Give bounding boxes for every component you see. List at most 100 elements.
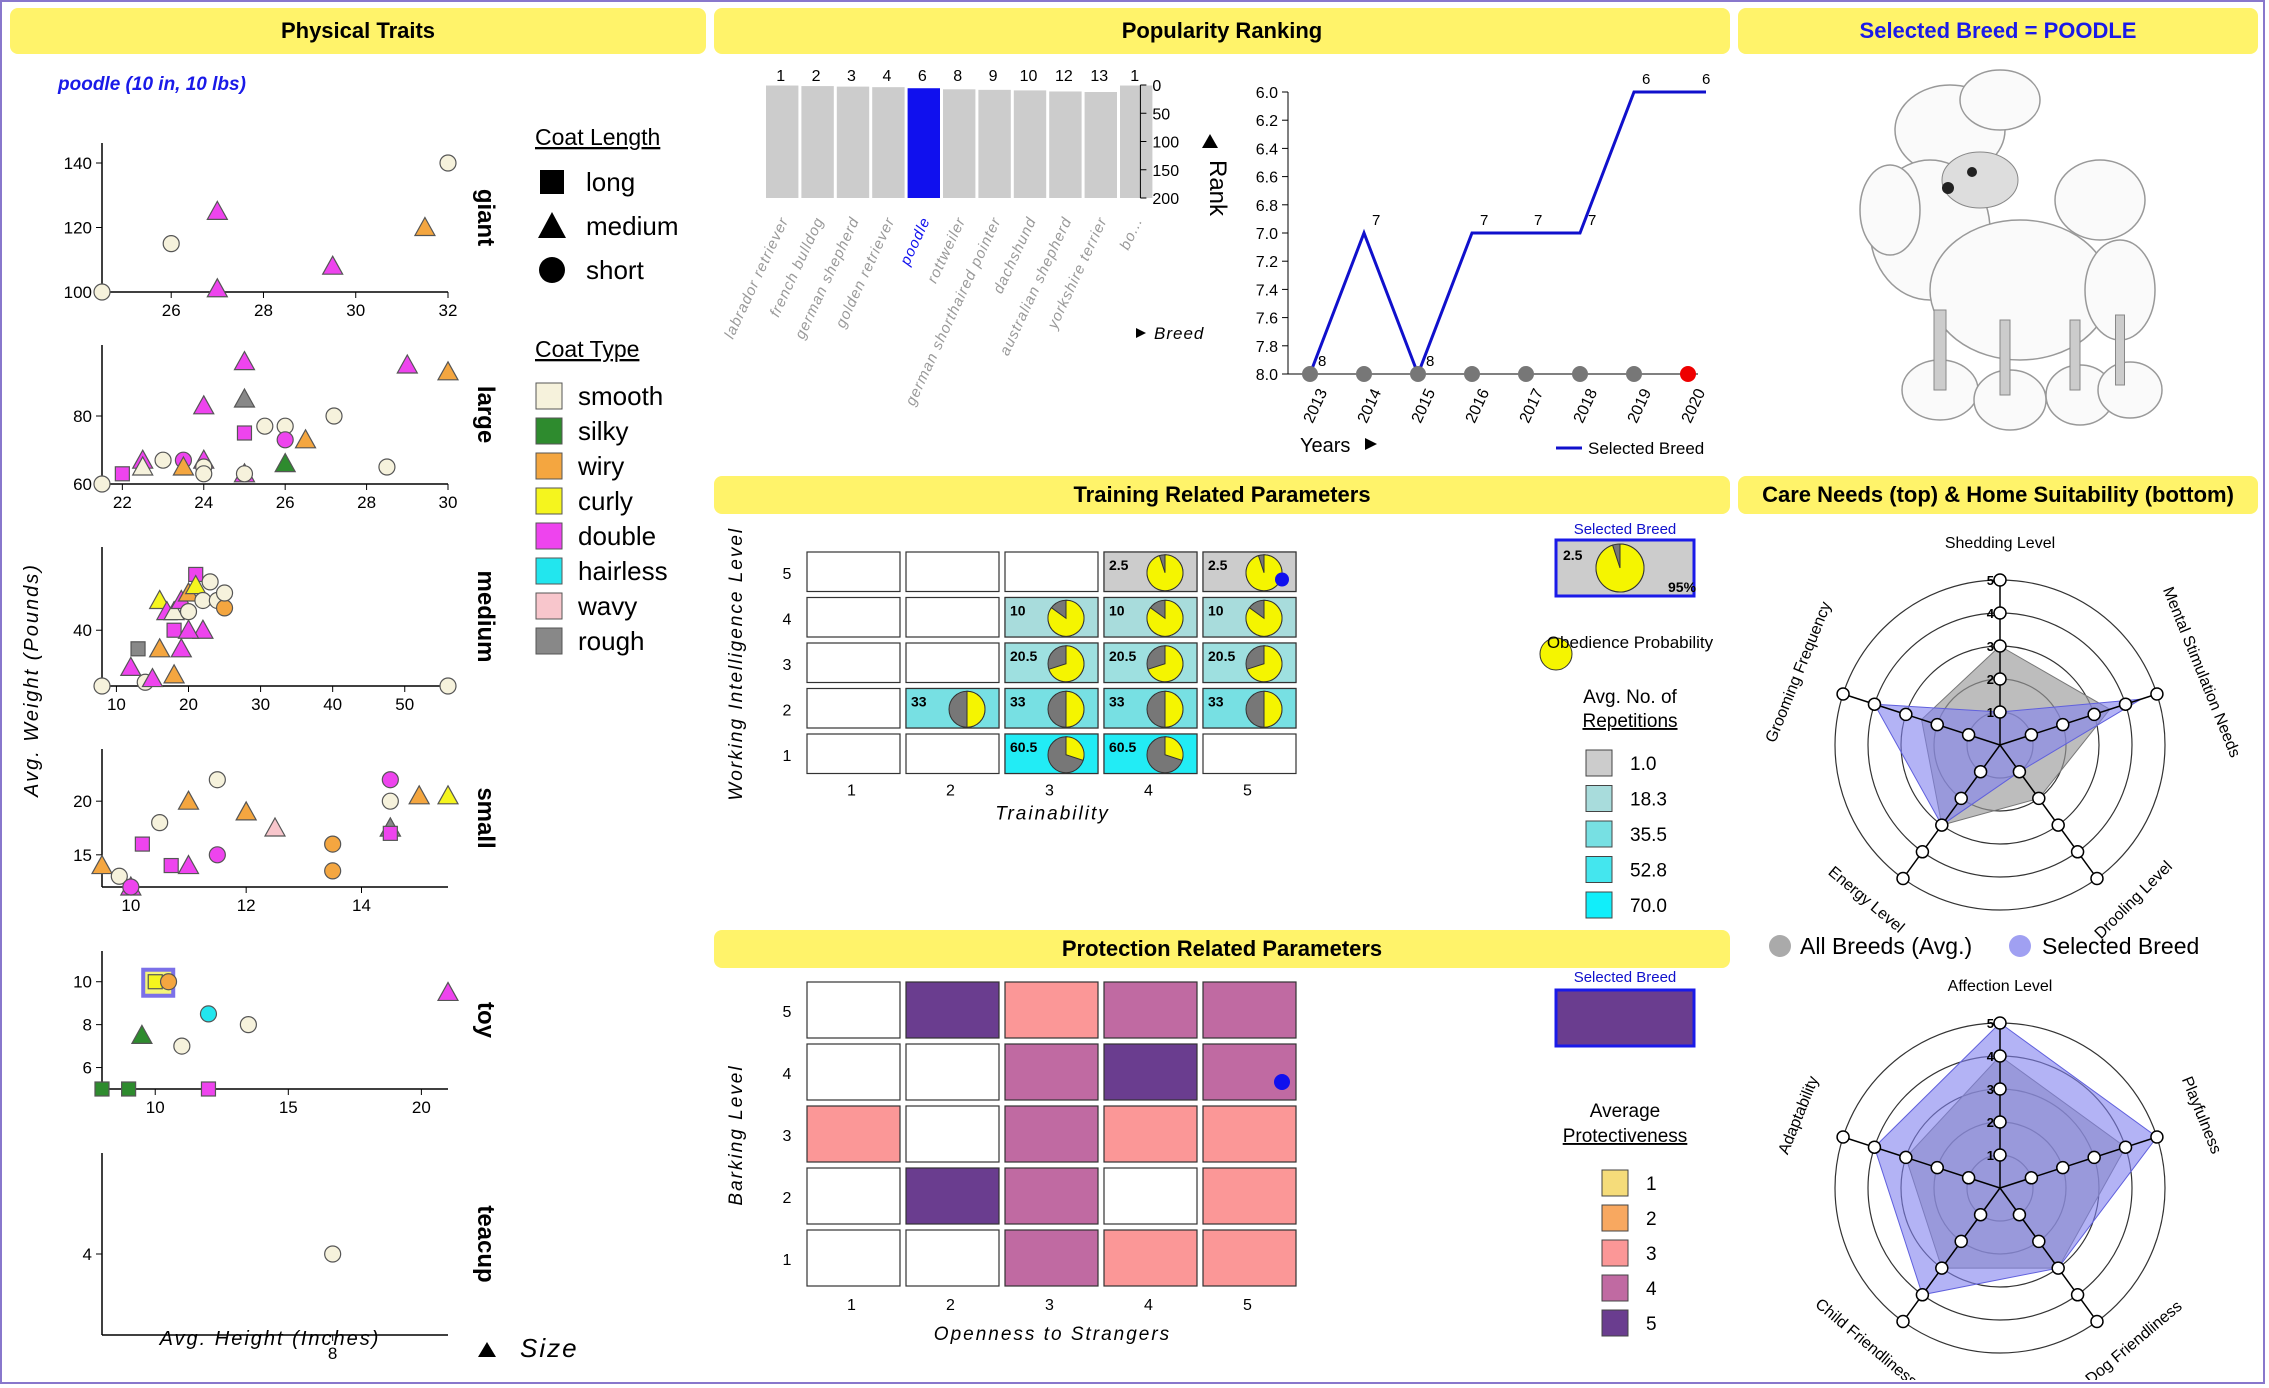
radar-node [1867,697,1882,711]
data-point [151,814,169,832]
repetitions-label: 33 [911,694,927,710]
x-tick-label: 28 [357,493,376,512]
breed-axis-label: Breed [1154,324,1204,343]
protection-legend-swatch [1601,1169,1629,1197]
breed-caption: poodle (10 in, 10 lbs) [57,74,246,95]
y-tick-label: 5 [783,566,792,583]
protection-cell [806,1043,901,1101]
poodle-leg [2069,319,2081,391]
data-point [408,784,431,805]
selected-breed-dot [1274,1074,1290,1090]
x-tick-label: 28 [254,301,273,320]
breed-label: bo... [1116,215,1146,253]
protection-cell [1103,1043,1198,1101]
coat-type-swatch [535,452,563,480]
y-tick-label: 1 [783,1252,792,1269]
repetitions-label: 10 [1010,603,1026,619]
selected-breed-area [1873,698,2142,826]
data-point [184,574,207,595]
protection-legend-label: 4 [1646,1279,1657,1300]
reps-legend-label: 1.0 [1630,754,1656,775]
data-point [177,618,200,639]
radar-node [1899,707,1913,722]
obedience-pie [1245,554,1283,592]
obedience-pie [1065,736,1085,761]
rank-bar-label: 2 [812,68,821,85]
protection-cell [905,1167,1000,1225]
coat-type-double: double [578,521,656,551]
data-point [166,622,182,638]
radar-node [2032,791,2046,806]
year-marker [1464,366,1480,382]
circle-icon [539,257,565,283]
rank-bar [1049,91,1082,198]
year-label: 2017 [1517,386,1547,426]
radar-tick-label: 4 [1987,1049,1995,1064]
protection-cell [1202,1167,1297,1225]
reps-legend-swatch [1585,856,1613,883]
line-y-tick-label: 7.6 [1256,311,1278,328]
header-popularity: Popularity Ranking [714,8,1730,54]
radar-node [2090,871,2104,886]
training-cell [905,596,1000,638]
rank-bar-label: 1 [776,68,785,85]
protection-legend-label: 2 [1646,1209,1657,1230]
x-tick-label: 30 [439,493,458,512]
radar-node [2051,818,2065,832]
data-point [378,458,396,476]
rank-axis-label: Rank [1204,160,1231,217]
coat-type-rough: rough [578,626,645,656]
obedience-pie [1048,645,1085,683]
repetitions-label: 33 [1208,694,1224,710]
triangle-icon [538,212,566,238]
size-panel-medium: 10 20 30 40 50 40 medium [73,547,499,714]
year-label: 2019 [1625,386,1655,426]
rank-value-label: 7 [1372,212,1380,229]
coat-type-silky: silky [578,416,629,446]
coat-type-swatch [535,382,563,410]
protection-cell [806,1105,901,1163]
radar-node [2070,1288,2085,1302]
radar-axis-label: Energy Level [1825,864,1907,937]
size-panel-teacup: 8 4 teacup [83,1153,499,1363]
physical-traits-chart: poodle (10 in, 10 lbs) 26 28 30 32 100 120 140 g… [21,74,678,1363]
data-point [177,854,200,875]
radar-axis-label: Adaptability [1776,1074,1823,1157]
training-cell [806,687,901,729]
y-tick-label: 4 [83,1245,92,1264]
coat-type-title: Coat Type [535,336,639,362]
size-arrow-icon [478,1342,496,1357]
data-point [163,663,186,684]
header-protection: Protection Related Parameters [714,930,1730,968]
radar-node [1896,1314,1910,1329]
data-point [122,878,140,896]
rank-bar [978,89,1011,198]
data-point [194,591,212,610]
x-tick-label: 10 [146,1098,165,1117]
coat-length-title: Coat Length [535,124,660,150]
obedience-pie [1047,599,1085,637]
protection-cell [905,1229,1000,1287]
home-radar: Affection Level Playfulness Dog Friendline… [1776,978,2225,1380]
year-label: 2013 [1301,386,1331,426]
x-axis-label: Openness to Strangers [934,1324,1171,1345]
repetitions-label: 33 [1109,694,1125,710]
bar-y-tick-label: 0 [1152,78,1161,95]
y-tick-label: 20 [73,792,92,811]
reps-legend-label: 70.0 [1630,896,1667,917]
year-marker [1572,366,1588,382]
year-label: 2014 [1355,386,1385,426]
data-point [208,846,226,864]
y-axis-label: Barking Level [726,1064,747,1205]
rank-bar-label: 13 [1090,68,1108,85]
protection-cell [806,1229,901,1287]
obedience-pie [1245,599,1283,637]
radar-node [2118,1140,2133,1154]
radar-tick-label: 3 [1987,1082,1994,1097]
rank-bar [1013,90,1047,198]
obedience-pie [1164,736,1184,761]
training-cell [905,551,1000,593]
radar-node [1935,1261,1949,1275]
data-point [162,235,180,253]
x-tick-label: 1 [847,1297,856,1314]
